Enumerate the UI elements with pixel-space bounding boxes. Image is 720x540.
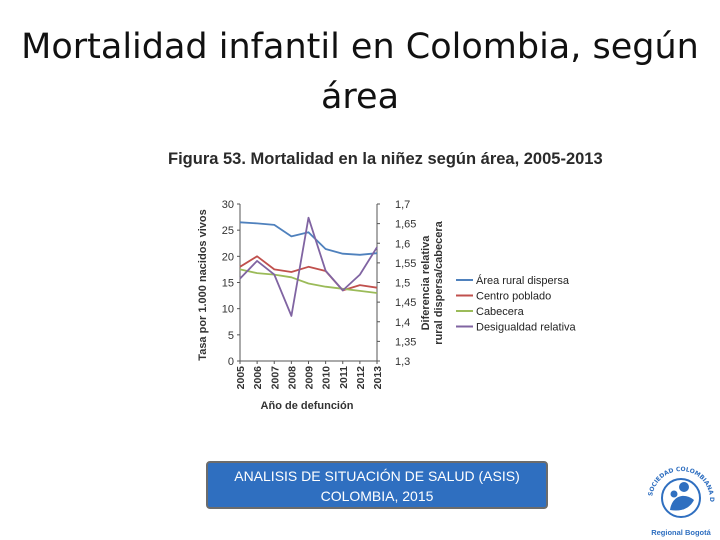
x-tick-label: 2009 <box>304 366 316 390</box>
y2-tick-label: 1,5 <box>395 278 410 290</box>
y2-tick-label: 1,4 <box>395 317 410 329</box>
slide-title: Mortalidad infantil en Colombia, según á… <box>21 27 699 117</box>
y-axis-label: Tasa por 1.000 nacidos vivos <box>197 209 209 360</box>
x-tick-label: 2010 <box>321 366 333 390</box>
x-tick-label: 2011 <box>338 366 350 389</box>
x-tick-label: 2008 <box>286 366 298 390</box>
logo-figure-head <box>679 482 689 492</box>
figure-caption: Figura 53. Mortalidad en la niñez según … <box>168 150 603 168</box>
legend-label: Cabecera <box>476 306 525 318</box>
x-tick-label: 2005 <box>235 366 247 390</box>
logo-figure-body <box>670 495 694 511</box>
legend-label: Desigualdad relativa <box>476 322 577 334</box>
x-tick-label: 2013 <box>372 366 384 390</box>
source-line2: COLOMBIA, 2015 <box>320 488 434 504</box>
y-tick-label: 30 <box>222 199 234 211</box>
y-tick-label: 25 <box>222 225 234 237</box>
y2-tick-label: 1,55 <box>395 258 416 270</box>
logo-ring <box>661 478 701 518</box>
y2-tick-label: 1,65 <box>395 219 416 231</box>
x-tick-label: 2007 <box>269 366 281 390</box>
series-line-desigualdad-relativa <box>239 216 378 317</box>
society-logo: SOCIEDAD COLOMBIANA DE PEDIATRIA Regiona… <box>640 456 715 537</box>
series-line-centro-poblado <box>239 255 378 292</box>
source-box: ANALISIS DE SITUACIÓN DE SALUD (ASIS) CO… <box>206 461 548 509</box>
y2-tick-label: 1,45 <box>395 297 416 309</box>
series-line-cabecera <box>239 268 378 294</box>
y-tick-label: 10 <box>222 304 234 316</box>
x-axis-label: Año de defunción <box>261 400 354 412</box>
source-line1: ANALISIS DE SITUACIÓN DE SALUD (ASIS) <box>234 468 520 484</box>
legend-label: Centro poblado <box>476 291 551 303</box>
logo-caption: Regional Bogotá <box>651 528 711 537</box>
logo-child-head <box>670 490 678 498</box>
y2-tick-label: 1,6 <box>395 238 410 250</box>
y-tick-label: 20 <box>222 251 234 263</box>
series-line--rea-rural-dispersa <box>239 221 378 256</box>
y-tick-label: 5 <box>228 330 234 342</box>
y2-axis-label-line2: rural dispersa/cabecera <box>433 220 445 344</box>
y2-axis-label-line1: Diferencia relativa <box>420 235 432 331</box>
y-tick-label: 15 <box>222 278 234 290</box>
y2-tick-label: 1,35 <box>395 336 416 348</box>
x-tick-label: 2006 <box>252 366 264 390</box>
y2-tick-label: 1,3 <box>395 356 410 368</box>
x-tick-label: 2012 <box>355 366 367 390</box>
legend-label: Área rural dispersa <box>476 274 570 287</box>
y-tick-label: 0 <box>228 356 234 368</box>
y2-tick-label: 1,7 <box>395 199 410 211</box>
